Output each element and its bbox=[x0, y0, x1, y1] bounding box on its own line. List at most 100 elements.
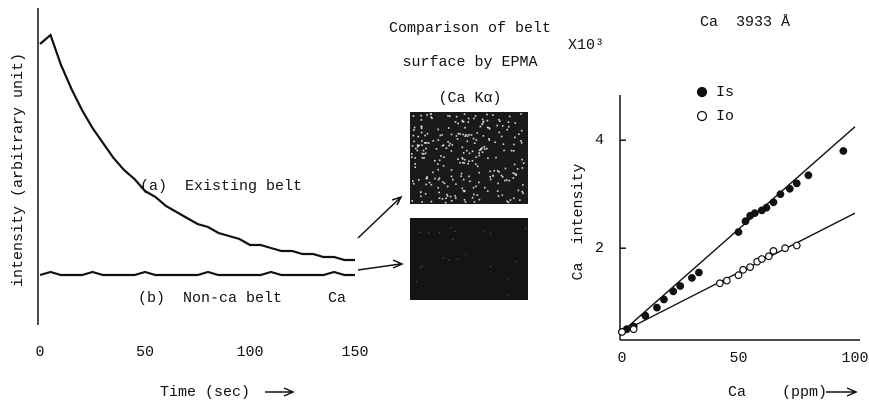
x-tick-label: 0 bbox=[35, 344, 44, 361]
speckle bbox=[484, 148, 486, 150]
speckle bbox=[477, 166, 479, 168]
speckle bbox=[451, 134, 453, 136]
speckle bbox=[450, 227, 451, 228]
speckle bbox=[506, 179, 508, 181]
speckle bbox=[486, 148, 488, 150]
speckle bbox=[457, 259, 458, 260]
speckle bbox=[411, 156, 413, 158]
speckle bbox=[490, 266, 491, 267]
speckle bbox=[502, 125, 504, 127]
annotation: Ca bbox=[328, 290, 346, 307]
speckle bbox=[461, 173, 463, 175]
speckle bbox=[472, 197, 474, 199]
speckle bbox=[424, 135, 426, 137]
speckle bbox=[436, 148, 438, 150]
speckle bbox=[414, 127, 416, 129]
speckle bbox=[445, 202, 447, 204]
figure: intensity (arbitrary unit) Time (sec) Ca… bbox=[0, 0, 869, 407]
speckle bbox=[422, 153, 424, 155]
speckle bbox=[419, 232, 420, 233]
point bbox=[630, 326, 637, 333]
speckle bbox=[497, 190, 499, 192]
point bbox=[677, 283, 684, 290]
speckle bbox=[428, 232, 429, 233]
speckle bbox=[473, 138, 475, 140]
speckle bbox=[423, 150, 425, 152]
speckle bbox=[464, 190, 466, 192]
point bbox=[793, 242, 800, 249]
speckle bbox=[495, 157, 497, 159]
speckle bbox=[465, 134, 467, 136]
data-line bbox=[40, 272, 355, 275]
speckle bbox=[447, 186, 449, 188]
speckle bbox=[451, 169, 453, 171]
point bbox=[642, 312, 649, 319]
speckle bbox=[438, 192, 440, 194]
speckle bbox=[459, 162, 461, 164]
speckle bbox=[455, 197, 457, 199]
speckle bbox=[445, 197, 447, 199]
speckle bbox=[456, 116, 458, 118]
speckle bbox=[521, 159, 523, 161]
speckle bbox=[430, 113, 432, 115]
series-label: (b) Non-ca belt bbox=[138, 290, 282, 307]
speckle bbox=[521, 191, 523, 193]
speckle bbox=[413, 135, 415, 137]
x-tick-label: 100 bbox=[236, 344, 263, 361]
speckle bbox=[490, 179, 492, 181]
speckle bbox=[451, 200, 453, 202]
speckle bbox=[428, 142, 430, 144]
speckle bbox=[457, 123, 459, 125]
point bbox=[786, 186, 793, 193]
speckle bbox=[421, 128, 423, 130]
x-tick-label: 150 bbox=[341, 344, 368, 361]
speckle bbox=[427, 133, 429, 135]
speckle bbox=[487, 120, 489, 122]
speckle bbox=[446, 147, 448, 149]
speckle bbox=[421, 201, 423, 203]
speckle bbox=[498, 195, 500, 197]
speckle bbox=[463, 179, 465, 181]
speckle bbox=[439, 232, 440, 233]
speckle bbox=[496, 125, 498, 127]
speckle bbox=[468, 121, 470, 123]
speckle bbox=[513, 144, 515, 146]
speckle bbox=[421, 132, 423, 134]
speckle bbox=[461, 157, 463, 159]
point bbox=[740, 267, 747, 274]
speckle bbox=[473, 118, 475, 120]
speckle bbox=[498, 119, 500, 121]
speckle bbox=[523, 162, 525, 164]
speckle bbox=[469, 153, 471, 155]
speckle bbox=[456, 135, 458, 137]
x-axis-label: Time (sec) bbox=[160, 384, 250, 401]
speckle bbox=[506, 129, 508, 131]
speckle bbox=[497, 183, 499, 185]
point bbox=[689, 275, 696, 282]
speckle bbox=[414, 166, 416, 168]
speckle bbox=[468, 160, 470, 162]
speckle bbox=[449, 259, 450, 260]
speckle bbox=[503, 143, 505, 145]
speckle bbox=[420, 191, 422, 193]
speckle bbox=[515, 174, 517, 176]
speckle bbox=[452, 239, 453, 240]
speckle bbox=[451, 176, 453, 178]
speckle bbox=[413, 141, 415, 143]
speckle bbox=[478, 152, 480, 154]
speckle bbox=[417, 144, 419, 146]
point bbox=[770, 248, 777, 255]
speckle bbox=[484, 146, 486, 148]
legend-marker bbox=[698, 112, 707, 121]
speckle bbox=[494, 141, 496, 143]
speckle bbox=[452, 179, 454, 181]
speckle bbox=[459, 133, 461, 135]
speckle bbox=[481, 147, 483, 149]
speckle bbox=[482, 122, 484, 124]
speckle bbox=[481, 124, 483, 126]
speckle bbox=[413, 115, 415, 117]
speckle bbox=[417, 146, 419, 148]
speckle bbox=[432, 172, 434, 174]
x-tick-label: 50 bbox=[136, 344, 154, 361]
speckle bbox=[425, 193, 427, 195]
